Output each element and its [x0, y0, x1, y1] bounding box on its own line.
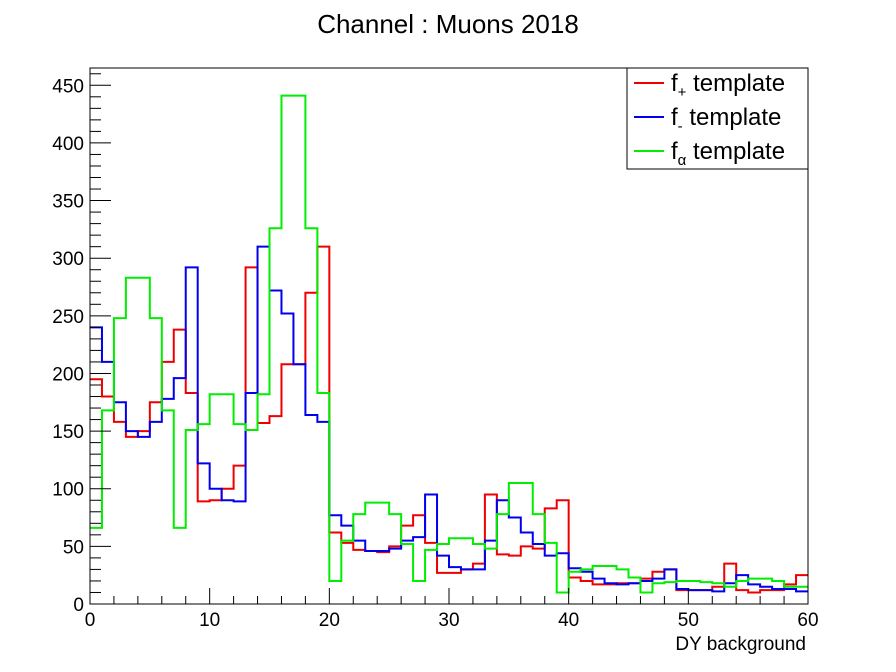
chart-title: Channel : Muons 2018	[317, 9, 579, 39]
y-tick-label: 0	[73, 595, 84, 616]
x-tick-label: 10	[199, 610, 220, 631]
legend-box	[626, 67, 809, 170]
legend-label-3: fα template	[671, 138, 785, 169]
y-tick-label: 300	[52, 249, 84, 270]
x-tick-label: 50	[678, 610, 699, 631]
legend-label-1: f+ template	[671, 70, 785, 101]
y-tick-label: 200	[52, 364, 84, 385]
x-tick-label: 40	[558, 610, 579, 631]
axis-layer: 0 10 20 30 40 50 60 0 50 100 150 200 250 300 350 400 450	[52, 73, 819, 631]
x-tick-label: 20	[319, 610, 340, 631]
x-axis-label: DY background	[675, 634, 806, 655]
series-layer	[90, 94, 808, 594]
y-tick-label: 400	[52, 134, 84, 155]
y-tick-label: 150	[52, 422, 84, 443]
y-tick-label: 50	[63, 537, 84, 558]
series-line-3	[90, 94, 808, 594]
y-tick-label: 100	[52, 480, 84, 501]
y-tick-label: 250	[52, 307, 84, 328]
x-tick-label: 60	[797, 610, 818, 631]
x-tick-label: 30	[438, 610, 459, 631]
y-tick-label: 450	[52, 76, 84, 97]
series-line-2	[90, 245, 808, 593]
x-tick-label: 0	[85, 610, 96, 631]
legend-label-2: f- template	[671, 104, 781, 135]
y-tick-label: 350	[52, 192, 84, 213]
